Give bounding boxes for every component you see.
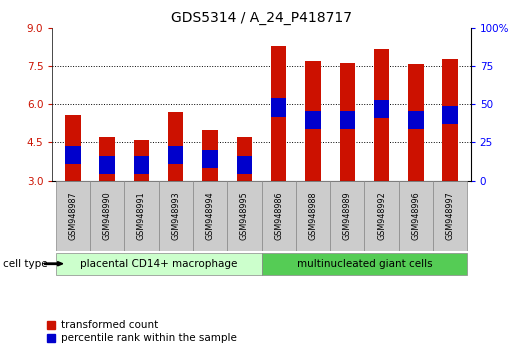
Bar: [99, 156, 115, 175]
Bar: [90, 181, 124, 251]
Text: GSM948991: GSM948991: [137, 192, 146, 240]
Bar: [339, 110, 355, 129]
Text: GSM948990: GSM948990: [103, 192, 112, 240]
Text: GSM948995: GSM948995: [240, 192, 249, 240]
Legend: transformed count, percentile rank within the sample: transformed count, percentile rank withi…: [47, 320, 236, 343]
Bar: [65, 145, 81, 164]
Text: GSM948989: GSM948989: [343, 192, 352, 240]
Text: GSM948996: GSM948996: [411, 192, 420, 240]
Title: GDS5314 / A_24_P418717: GDS5314 / A_24_P418717: [171, 11, 352, 24]
Bar: [339, 63, 355, 181]
Bar: [442, 59, 458, 181]
Text: GSM948988: GSM948988: [309, 192, 317, 240]
Bar: [408, 110, 424, 129]
Bar: [124, 181, 158, 251]
Text: placental CD14+ macrophage: placental CD14+ macrophage: [80, 259, 237, 269]
Bar: [56, 253, 262, 275]
Bar: [202, 150, 218, 169]
Bar: [408, 64, 424, 181]
Text: GSM948997: GSM948997: [446, 192, 454, 240]
Text: cell type: cell type: [3, 259, 47, 269]
Bar: [227, 181, 262, 251]
Bar: [374, 48, 389, 181]
Bar: [158, 181, 193, 251]
Bar: [168, 112, 184, 181]
Bar: [399, 181, 433, 251]
Bar: [296, 181, 330, 251]
Bar: [442, 106, 458, 124]
Bar: [365, 181, 399, 251]
Bar: [262, 181, 296, 251]
Bar: [134, 140, 149, 181]
Bar: [236, 156, 252, 175]
Bar: [168, 145, 184, 164]
Bar: [65, 115, 81, 181]
Bar: [433, 181, 467, 251]
Bar: [305, 61, 321, 181]
Text: GSM948993: GSM948993: [171, 192, 180, 240]
Bar: [193, 181, 227, 251]
Text: multinucleated giant cells: multinucleated giant cells: [297, 259, 432, 269]
Text: GSM948994: GSM948994: [206, 192, 214, 240]
Bar: [134, 156, 149, 175]
Bar: [202, 130, 218, 181]
Bar: [271, 98, 287, 116]
Bar: [271, 46, 287, 181]
Bar: [374, 100, 389, 118]
Bar: [330, 181, 365, 251]
Bar: [305, 110, 321, 129]
Text: GSM948992: GSM948992: [377, 192, 386, 240]
Bar: [236, 137, 252, 181]
Bar: [99, 137, 115, 181]
Text: GSM948986: GSM948986: [274, 192, 283, 240]
Text: GSM948987: GSM948987: [69, 192, 77, 240]
Bar: [56, 181, 90, 251]
Bar: [262, 253, 467, 275]
